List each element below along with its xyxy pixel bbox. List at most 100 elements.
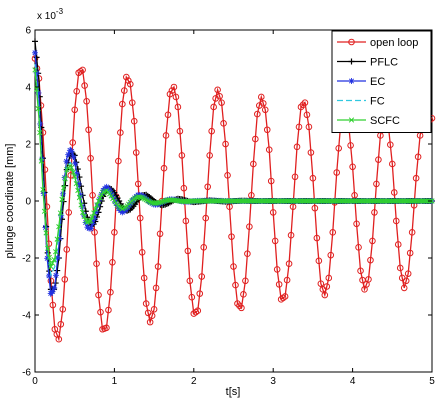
data-point <box>121 87 128 94</box>
data-point <box>208 127 215 135</box>
data-point <box>259 100 267 107</box>
data-point <box>86 218 92 225</box>
data-point <box>63 158 70 165</box>
data-point <box>196 290 204 297</box>
data-point <box>60 185 67 191</box>
series-scfc <box>32 67 435 270</box>
data-point <box>33 86 40 92</box>
data-point <box>59 196 65 202</box>
data-point <box>210 103 217 111</box>
data-point <box>128 99 136 106</box>
legend-label: open loop <box>370 37 418 49</box>
data-point <box>162 132 170 139</box>
y-tick-label: 4 <box>25 83 31 94</box>
data-point <box>58 212 65 219</box>
data-point <box>404 270 412 277</box>
legend-label: PFLC <box>370 57 398 69</box>
data-point <box>97 195 103 201</box>
data-point <box>132 149 140 156</box>
data-point <box>246 223 253 230</box>
data-point <box>62 176 68 182</box>
legend-box <box>331 30 432 133</box>
data-point <box>321 291 329 299</box>
legend-entry: PFLC <box>337 57 398 69</box>
data-point <box>72 174 78 180</box>
data-point <box>406 249 414 257</box>
data-point <box>136 214 144 222</box>
x-tick-label: 5 <box>429 376 435 387</box>
data-point <box>230 263 237 270</box>
data-point <box>148 199 154 206</box>
data-point <box>76 194 83 201</box>
y-tick-label: -6 <box>22 368 31 379</box>
data-point <box>48 263 54 270</box>
data-point <box>66 147 73 154</box>
data-point <box>400 284 408 292</box>
data-point <box>63 246 71 253</box>
data-point <box>52 272 59 279</box>
data-point <box>38 158 45 164</box>
data-point <box>57 320 65 328</box>
data-point <box>111 229 118 236</box>
data-point <box>68 148 75 155</box>
data-point <box>301 99 309 106</box>
data-point <box>164 111 172 119</box>
data-point <box>305 123 313 131</box>
data-point <box>56 235 63 242</box>
data-point <box>252 135 259 143</box>
data-point <box>244 250 251 258</box>
y-exponent-label: x 10-3 <box>37 7 64 22</box>
data-point <box>357 267 364 275</box>
data-point <box>134 180 142 188</box>
data-point <box>54 254 61 261</box>
data-point <box>371 209 378 216</box>
legend: open loop PFLC EC FC SCFC <box>331 30 432 133</box>
data-point <box>232 281 239 289</box>
data-point <box>369 237 376 245</box>
data-point <box>387 141 394 149</box>
data-point <box>81 82 88 89</box>
data-point <box>87 225 94 232</box>
data-point <box>40 186 46 193</box>
data-point <box>174 103 182 111</box>
data-point <box>49 260 56 266</box>
data-point <box>170 83 178 91</box>
data-point <box>303 111 311 119</box>
data-point <box>295 123 303 131</box>
data-point <box>77 192 84 199</box>
legend-entry: SCFC <box>337 115 400 127</box>
x-axis-label: t[s] <box>226 386 241 398</box>
axes-layer: 0 1 2 3 4 5 -6 -4 -2 0 2 4 6 <box>22 26 435 388</box>
x-tick-label: 1 <box>112 376 118 387</box>
data-point <box>87 154 94 162</box>
data-point <box>273 266 281 273</box>
data-point <box>349 163 356 171</box>
data-point <box>261 106 269 114</box>
data-point <box>32 49 38 56</box>
data-point <box>275 281 283 288</box>
data-point <box>206 152 213 159</box>
data-point <box>41 208 48 214</box>
data-point <box>182 217 190 225</box>
data-point <box>84 219 91 225</box>
data-point <box>32 38 38 45</box>
data-point <box>218 99 225 106</box>
data-point <box>115 157 122 165</box>
data-point <box>224 172 231 179</box>
data-point <box>392 217 400 225</box>
x-tick-label: 3 <box>270 376 276 387</box>
data-point <box>89 192 96 199</box>
x-tick-label: 2 <box>191 376 197 387</box>
data-point <box>329 229 337 236</box>
data-point <box>51 284 58 291</box>
legend-entry: FC <box>337 96 385 108</box>
data-point <box>238 304 245 312</box>
y-tick-label: 6 <box>25 26 31 37</box>
data-point <box>265 146 273 153</box>
data-point <box>389 160 396 168</box>
series-layer <box>31 38 436 343</box>
data-point <box>186 277 194 285</box>
data-point <box>257 93 265 101</box>
data-point <box>200 244 208 251</box>
data-point <box>293 143 301 151</box>
